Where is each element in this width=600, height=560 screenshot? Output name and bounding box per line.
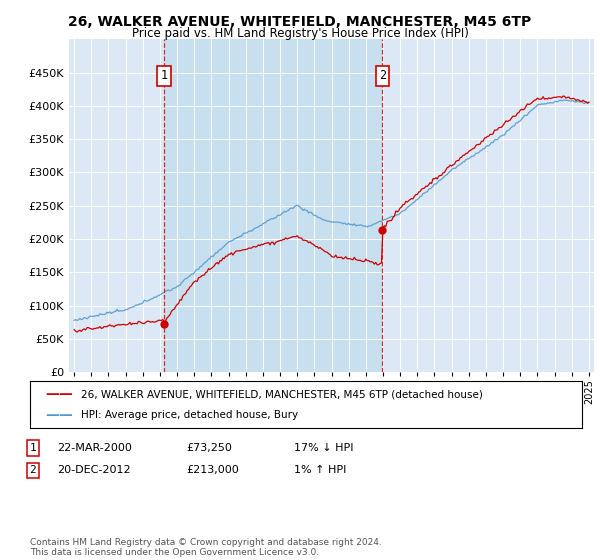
Bar (164, 39, 382, 372)
Text: 1: 1 (29, 443, 37, 453)
Text: 20-DEC-2012: 20-DEC-2012 (57, 465, 131, 475)
Text: HPI: Average price, detached house, Bury: HPI: Average price, detached house, Bury (81, 410, 298, 420)
Text: ——: —— (45, 408, 73, 422)
Text: 17% ↓ HPI: 17% ↓ HPI (294, 443, 353, 453)
Text: £213,000: £213,000 (186, 465, 239, 475)
Text: 1: 1 (160, 69, 167, 82)
Text: Contains HM Land Registry data © Crown copyright and database right 2024.
This d: Contains HM Land Registry data © Crown c… (30, 538, 382, 557)
Text: 1% ↑ HPI: 1% ↑ HPI (294, 465, 346, 475)
Text: ——: —— (45, 387, 73, 401)
Text: Price paid vs. HM Land Registry's House Price Index (HPI): Price paid vs. HM Land Registry's House … (131, 27, 469, 40)
Text: £73,250: £73,250 (186, 443, 232, 453)
Text: 2: 2 (29, 465, 37, 475)
Text: 26, WALKER AVENUE, WHITEFIELD, MANCHESTER, M45 6TP: 26, WALKER AVENUE, WHITEFIELD, MANCHESTE… (68, 15, 532, 29)
Text: 22-MAR-2000: 22-MAR-2000 (57, 443, 132, 453)
Text: 26, WALKER AVENUE, WHITEFIELD, MANCHESTER, M45 6TP (detached house): 26, WALKER AVENUE, WHITEFIELD, MANCHESTE… (81, 389, 483, 399)
Text: 2: 2 (379, 69, 386, 82)
